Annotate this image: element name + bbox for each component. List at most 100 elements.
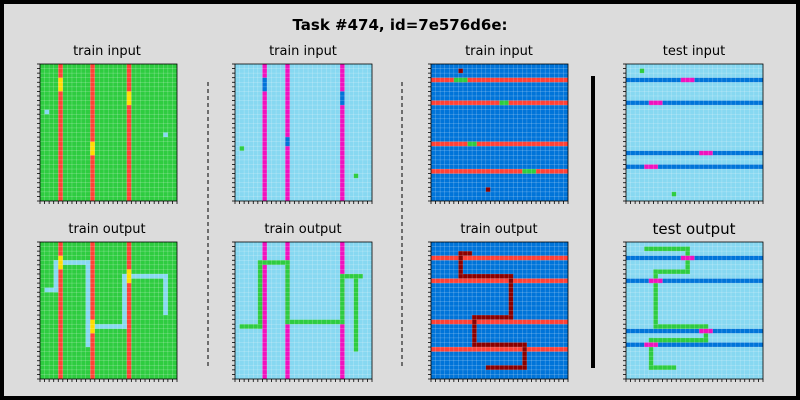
grid-panel-7 — [431, 242, 568, 379]
yellow-marker — [90, 319, 95, 334]
blue-marker — [262, 77, 267, 92]
path-segment — [285, 260, 290, 325]
red-row — [431, 141, 568, 147]
path-segment — [285, 319, 345, 325]
path-segment — [653, 269, 690, 274]
path-segment — [257, 260, 263, 329]
red-row — [431, 169, 568, 174]
path-segment — [85, 324, 127, 329]
green-marker — [467, 141, 477, 147]
path-segment — [458, 251, 473, 256]
magenta-column — [262, 242, 267, 379]
magenta-marker — [644, 342, 658, 348]
magenta-marker — [699, 328, 713, 334]
magenta-column — [262, 64, 267, 201]
panel-label-train-input-1: train input — [73, 44, 141, 59]
path-segment — [85, 260, 91, 348]
path-segment — [472, 315, 477, 348]
panel-label-train-input-2: train input — [269, 44, 337, 59]
blue-row — [626, 150, 763, 156]
path-segment — [472, 315, 514, 320]
blue-marker — [285, 137, 290, 147]
red-column — [58, 64, 63, 201]
blue-marker — [340, 91, 345, 106]
grid-border — [39, 63, 178, 202]
green-marker — [499, 100, 509, 106]
path-segment — [653, 269, 658, 325]
path-segment — [648, 337, 654, 370]
blue-row — [626, 342, 763, 348]
magenta-marker — [680, 255, 695, 261]
blue-row — [626, 278, 763, 284]
magenta-column — [285, 64, 290, 201]
path-segment — [53, 260, 59, 293]
path-segment — [648, 337, 709, 343]
blue-marker — [163, 132, 168, 138]
grid-panel-3 — [431, 64, 568, 201]
grid-border — [430, 63, 569, 202]
yellow-marker — [90, 141, 95, 156]
green-marker — [453, 77, 468, 83]
path-segment — [53, 260, 91, 265]
blue-marker — [44, 109, 50, 115]
path-segment — [122, 273, 127, 329]
panel-label-train-output-1: train output — [68, 222, 146, 237]
path-segment — [458, 251, 463, 279]
grid-panel-2 — [235, 64, 372, 201]
grid-border — [625, 241, 764, 380]
red-column — [126, 242, 132, 379]
maroon-marker — [485, 187, 491, 192]
panel-label-train-output-3: train output — [460, 222, 538, 237]
panel-label-train-input-3: train input — [465, 44, 533, 59]
grid-border — [234, 63, 373, 202]
green-marker — [639, 68, 645, 74]
grid-border — [234, 241, 373, 380]
yellow-marker — [58, 255, 63, 270]
path-segment — [472, 342, 527, 348]
path-segment — [653, 324, 709, 329]
path-segment — [340, 273, 363, 279]
green-marker — [522, 169, 537, 174]
blue-row — [626, 164, 763, 170]
magenta-marker — [648, 278, 663, 284]
panel-label-train-output-2: train output — [264, 222, 342, 237]
grid-border — [430, 241, 569, 380]
magenta-marker — [648, 100, 663, 106]
red-row — [431, 347, 568, 352]
panel-label-test-output: test output — [652, 220, 736, 238]
red-column — [58, 242, 63, 379]
grid-border — [625, 63, 764, 202]
path-segment — [163, 273, 168, 316]
green-marker — [353, 173, 359, 179]
path-segment — [458, 273, 514, 279]
path-segment — [122, 273, 168, 279]
red-row — [431, 77, 568, 83]
path-segment — [508, 273, 514, 320]
red-column — [126, 64, 132, 201]
path-segment — [485, 365, 527, 370]
yellow-marker — [58, 77, 63, 92]
path-segment — [239, 324, 263, 329]
yellow-marker — [126, 91, 132, 106]
magenta-column — [340, 64, 345, 201]
magenta-marker — [644, 164, 658, 170]
figure-title: Task #474, id=7e576d6e: — [292, 16, 508, 34]
green-marker — [671, 191, 677, 197]
red-column — [90, 64, 95, 201]
red-row — [431, 319, 568, 325]
path-segment — [353, 273, 359, 352]
grid-border — [39, 241, 178, 380]
path-segment — [44, 287, 59, 293]
path-segment — [644, 246, 690, 252]
yellow-marker — [126, 269, 132, 284]
panel-label-test-input: test input — [662, 44, 726, 59]
magenta-marker — [680, 77, 695, 83]
path-segment — [257, 260, 290, 265]
magenta-marker — [699, 150, 713, 156]
path-segment — [522, 342, 527, 370]
grid-panel-4 — [626, 64, 763, 201]
red-row — [431, 278, 568, 284]
blue-row — [626, 100, 763, 106]
